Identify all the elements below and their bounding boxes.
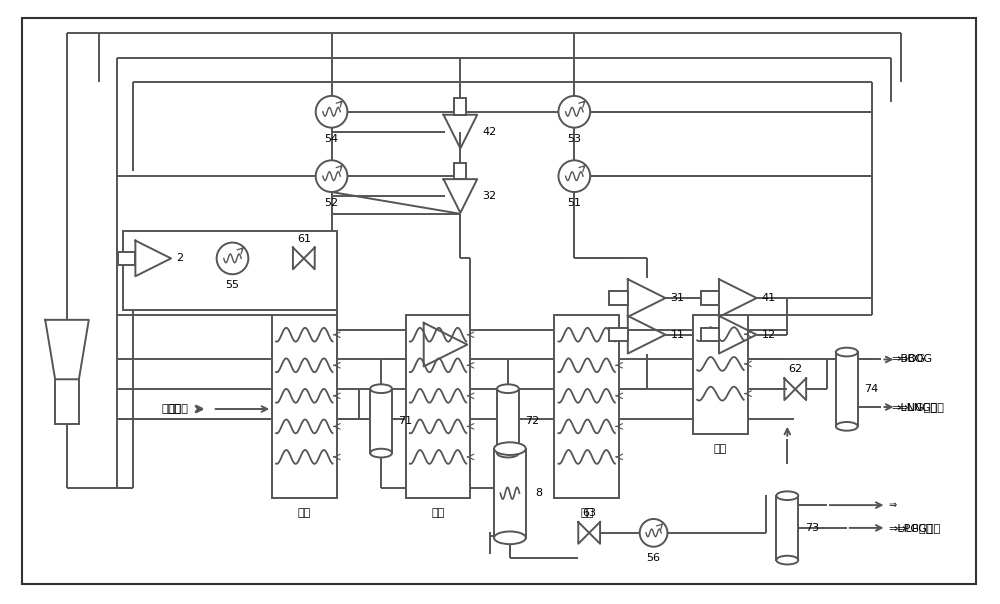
Text: 71: 71 bbox=[399, 416, 413, 426]
Text: 73: 73 bbox=[805, 523, 819, 533]
Bar bbox=[272, 315, 337, 498]
Ellipse shape bbox=[497, 384, 519, 393]
Bar bbox=[454, 98, 466, 115]
Text: 31: 31 bbox=[670, 293, 684, 303]
Circle shape bbox=[558, 96, 590, 127]
Text: 61: 61 bbox=[297, 234, 311, 243]
Text: 原料气: 原料气 bbox=[161, 404, 181, 414]
Text: ⇒BOG: ⇒BOG bbox=[891, 355, 925, 364]
Text: 53: 53 bbox=[567, 133, 581, 144]
Text: ⇒LPG储存: ⇒LPG储存 bbox=[888, 523, 933, 533]
Text: 8: 8 bbox=[535, 488, 542, 498]
Circle shape bbox=[316, 160, 347, 192]
Text: ⇒: ⇒ bbox=[888, 500, 897, 510]
Text: ⇒LNG储存: ⇒LNG储存 bbox=[898, 402, 944, 412]
Bar bbox=[497, 389, 519, 453]
Text: ⇒LNG储存: ⇒LNG储存 bbox=[891, 402, 937, 412]
Text: 冷筱: 冷筱 bbox=[431, 508, 445, 518]
Text: 52: 52 bbox=[325, 198, 339, 208]
Text: 74: 74 bbox=[864, 384, 878, 394]
Ellipse shape bbox=[497, 449, 519, 457]
Bar bbox=[123, 231, 337, 310]
Circle shape bbox=[316, 96, 347, 127]
Ellipse shape bbox=[370, 449, 392, 457]
Bar bbox=[554, 315, 619, 498]
Text: 54: 54 bbox=[325, 133, 339, 144]
Text: 42: 42 bbox=[482, 127, 496, 137]
Bar bbox=[836, 352, 858, 426]
Bar bbox=[609, 328, 628, 341]
Circle shape bbox=[217, 243, 248, 274]
Bar bbox=[693, 315, 748, 434]
Ellipse shape bbox=[494, 442, 526, 455]
Text: 55: 55 bbox=[225, 280, 239, 290]
Text: 2: 2 bbox=[176, 254, 183, 263]
Ellipse shape bbox=[776, 491, 798, 500]
Text: ⇒LPG储存: ⇒LPG储存 bbox=[896, 523, 941, 533]
Text: 冷筱: 冷筱 bbox=[714, 444, 727, 454]
Bar bbox=[494, 449, 526, 538]
Circle shape bbox=[640, 519, 667, 547]
Bar bbox=[701, 292, 719, 304]
Text: ⇒BOG: ⇒BOG bbox=[898, 355, 932, 364]
Bar bbox=[454, 162, 466, 179]
Text: 冷筱: 冷筱 bbox=[298, 508, 311, 518]
Bar bbox=[118, 252, 135, 265]
Text: 32: 32 bbox=[482, 191, 496, 201]
Bar bbox=[609, 292, 628, 304]
Text: 原料气: 原料气 bbox=[168, 404, 188, 414]
Ellipse shape bbox=[776, 556, 798, 565]
Text: 51: 51 bbox=[567, 198, 581, 208]
Ellipse shape bbox=[836, 422, 858, 431]
Bar bbox=[370, 389, 392, 453]
Bar bbox=[776, 496, 798, 560]
Text: 72: 72 bbox=[525, 416, 540, 426]
Bar bbox=[406, 315, 470, 498]
Text: 冷筱: 冷筱 bbox=[580, 508, 593, 518]
Text: 56: 56 bbox=[647, 553, 661, 563]
Ellipse shape bbox=[494, 532, 526, 544]
Text: 41: 41 bbox=[762, 293, 776, 303]
Text: 62: 62 bbox=[788, 364, 802, 374]
Text: 12: 12 bbox=[762, 330, 776, 339]
Ellipse shape bbox=[370, 384, 392, 393]
Bar bbox=[701, 328, 719, 341]
Ellipse shape bbox=[836, 348, 858, 356]
Circle shape bbox=[558, 160, 590, 192]
Text: 11: 11 bbox=[670, 330, 684, 339]
Text: 63: 63 bbox=[582, 508, 596, 518]
